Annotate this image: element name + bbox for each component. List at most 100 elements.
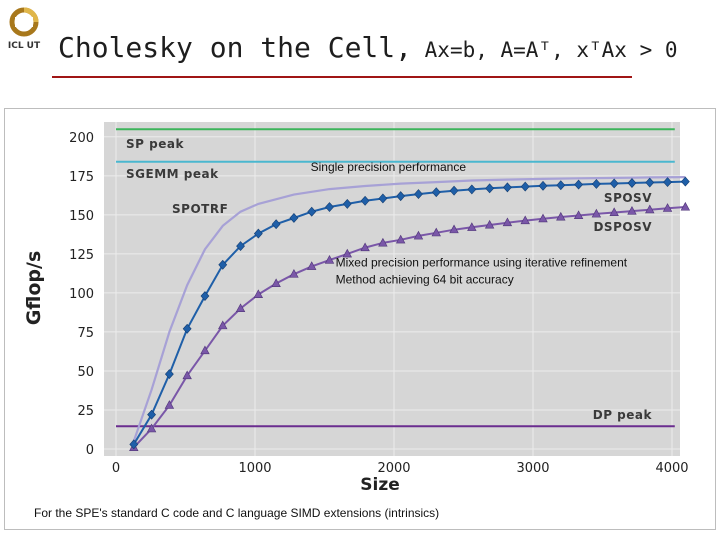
y-tick-label: 75	[77, 326, 94, 341]
y-tick-label: 0	[86, 443, 94, 458]
sposv-point	[360, 195, 370, 206]
dsposv-point	[164, 400, 175, 409]
sposv-point	[503, 182, 512, 193]
y-tick-label: 175	[69, 170, 94, 185]
dsposv-point	[538, 213, 548, 223]
icl-logo: ICL UT	[8, 7, 41, 51]
sposv-point	[520, 181, 530, 192]
dsposv-point	[520, 215, 530, 225]
annotation-text: Mixed precision performance using iterat…	[336, 255, 628, 269]
spotrf-label: SPOTRF	[172, 202, 228, 216]
dsposv-point	[680, 201, 691, 211]
x-axis-title: Size	[360, 475, 400, 495]
series-group	[129, 176, 691, 451]
sposv-point	[182, 323, 192, 334]
x-tick-label: 4000	[655, 461, 688, 476]
dsposv-point	[556, 211, 566, 221]
sposv-point	[147, 409, 156, 420]
sposv-point	[627, 178, 637, 188]
sposv-point	[645, 177, 655, 188]
sposv-point	[556, 180, 566, 191]
sposv-point	[271, 219, 281, 230]
sposv-point	[378, 193, 388, 204]
dsposv-point	[342, 248, 353, 258]
dsposv-point	[324, 254, 335, 264]
sposv-point	[164, 369, 174, 380]
sposv-point	[467, 184, 477, 195]
y-tick-label: 150	[69, 209, 94, 224]
sposv-label: SPOSV	[604, 191, 652, 205]
annotation-text: Single precision performance	[311, 160, 467, 174]
sposv-point	[574, 179, 583, 190]
title-main: Cholesky on the Cell,	[58, 31, 413, 64]
spotrf-line	[132, 176, 686, 442]
y-tick-label: 25	[77, 404, 94, 419]
x-tick-label: 0	[112, 461, 120, 476]
reference-lines	[116, 128, 675, 428]
dsposv-point	[591, 208, 602, 218]
dsposv-point	[395, 234, 406, 244]
dsposv-point	[449, 224, 459, 234]
annotation-text: Method achieving 64 bit accuracy	[336, 273, 514, 287]
sposv-point	[485, 183, 495, 194]
dsposv-point	[502, 217, 513, 227]
sposv-point	[129, 439, 139, 450]
dsposv-point	[235, 303, 246, 313]
sposv-point	[289, 213, 299, 223]
sposv-point	[307, 206, 317, 217]
sposv-point	[414, 189, 423, 200]
dsposv-point	[378, 237, 388, 247]
dsposv-point	[413, 230, 424, 240]
sposv-point	[218, 259, 228, 270]
sposv-point	[538, 180, 548, 191]
dsposv-point	[467, 222, 477, 231]
dsposv-point	[573, 210, 584, 219]
logo-text: ICL UT	[8, 41, 41, 51]
dsposv-point	[645, 204, 655, 214]
dsposv-point	[360, 242, 370, 252]
y-tick-label: 100	[69, 287, 94, 302]
sposv-point	[325, 202, 334, 212]
y-tick-label: 200	[69, 131, 94, 146]
dsposv-point	[289, 269, 299, 278]
dsposv-point	[200, 345, 210, 355]
dsposv-point	[609, 207, 619, 217]
dsposv-point	[662, 203, 673, 212]
sposv-point	[680, 176, 690, 187]
title-equation: Ax=b, A=Aᵀ, xᵀAx > 0	[412, 38, 678, 62]
y-tick-label: 50	[77, 365, 94, 380]
dsposv-point	[431, 227, 441, 237]
dsposv-point	[627, 205, 637, 215]
dsposv-point	[271, 278, 281, 288]
sposv-point	[236, 241, 245, 252]
dsposv-point	[146, 423, 157, 433]
y-tick-label: 125	[69, 248, 94, 263]
sposv-point	[396, 191, 406, 202]
page-title: Cholesky on the Cell, Ax=b, A=Aᵀ, xᵀAx >…	[58, 30, 678, 62]
sposv-point	[663, 177, 672, 188]
sgemm-peak-label: SGEMM peak	[126, 167, 219, 181]
dp-peak-label: DP peak	[593, 408, 653, 422]
dsposv-point	[182, 370, 192, 380]
dsposv-point	[484, 219, 495, 229]
y-axis-title: Gflop/s	[23, 251, 45, 326]
sposv-point	[253, 228, 263, 239]
x-tick-label: 3000	[516, 461, 549, 476]
sposv-point	[591, 178, 601, 189]
x-tick-label: 1000	[238, 461, 271, 476]
dsposv-label: DSPOSV	[593, 220, 652, 234]
sposv-point	[609, 178, 619, 189]
x-tick-label: 2000	[377, 461, 410, 476]
chart-frame	[4, 108, 716, 530]
dsposv-point	[307, 261, 317, 270]
sp-peak-label: SP peak	[126, 137, 184, 151]
dsposv-point	[218, 320, 228, 330]
title-underline	[52, 76, 632, 78]
sposv-point	[342, 198, 352, 209]
dsposv-line	[133, 206, 686, 449]
footnote: For the SPE's standard C code and C lang…	[34, 506, 440, 520]
sposv-point	[200, 291, 210, 301]
gridlines	[104, 122, 680, 456]
